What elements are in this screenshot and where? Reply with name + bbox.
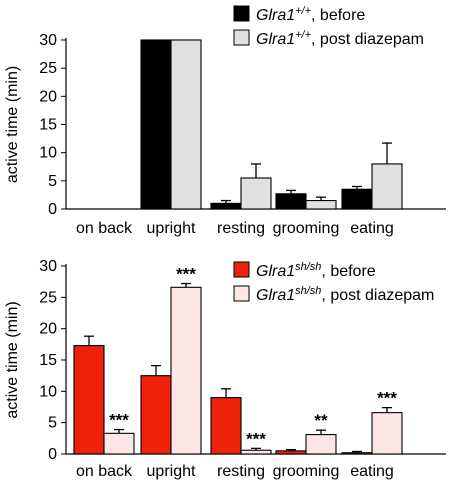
y-tick-label: 0 — [48, 201, 57, 218]
bar — [210, 202, 242, 210]
category-label: eating — [350, 220, 394, 237]
bar — [73, 345, 105, 455]
significance-label: *** — [176, 265, 196, 284]
y-tick-label: 30 — [39, 258, 57, 275]
y-tick-label: 25 — [39, 60, 57, 77]
bar — [305, 200, 337, 210]
y-tick-label: 20 — [39, 88, 57, 105]
significance-label: *** — [109, 411, 129, 430]
y-tick-label: 5 — [48, 173, 57, 190]
category-label: on back — [76, 220, 133, 237]
legend-swatch — [233, 5, 250, 22]
category-label: resting — [217, 220, 265, 237]
significance-label: *** — [246, 429, 266, 448]
y-tick-label: 10 — [39, 145, 57, 162]
bar — [140, 39, 172, 210]
category-label: upright — [147, 463, 196, 480]
legend-swatch — [233, 29, 250, 46]
bar — [371, 163, 403, 210]
category-label: grooming — [273, 463, 340, 480]
y-tick-label: 25 — [39, 289, 57, 306]
significance-label: *** — [377, 389, 397, 408]
category-label: eating — [350, 463, 394, 480]
category-label: on back — [76, 463, 133, 480]
legend-swatch — [233, 285, 250, 302]
bar — [240, 177, 272, 210]
y-tick-label: 10 — [39, 383, 57, 400]
bar — [170, 39, 202, 210]
bar — [341, 188, 373, 210]
y-tick-label: 0 — [48, 446, 57, 463]
bar — [140, 375, 172, 455]
y-tick-label: 5 — [48, 415, 57, 432]
category-label: upright — [147, 220, 196, 237]
y-axis-label: active time (min) — [4, 66, 21, 183]
category-label: grooming — [273, 220, 340, 237]
bar — [305, 434, 337, 455]
bar — [275, 450, 307, 455]
significance-label: ** — [314, 411, 328, 430]
category-label: resting — [217, 463, 265, 480]
legend-entry: Glra1sh/sh, before — [256, 261, 376, 280]
chart-panel-top: 0 5 10 15 20 25 30 active time (min) on back upri… — [4, 5, 446, 237]
legend-swatch — [233, 261, 250, 278]
y-tick-label: 15 — [39, 352, 57, 369]
legend-entry: Glra1sh/sh, post diazepam — [256, 285, 434, 304]
legend-entry: Glra1+/+, post diazepam — [256, 29, 424, 48]
bar — [240, 449, 272, 455]
bar — [371, 412, 403, 455]
legend-entry: Glra1+/+, before — [256, 5, 365, 24]
y-axis-label: active time (min) — [4, 301, 21, 418]
y-tick-label: 30 — [39, 32, 57, 49]
bar — [275, 193, 307, 210]
bar — [341, 452, 373, 455]
y-tick-label: 15 — [39, 117, 57, 134]
bar — [170, 286, 202, 455]
y-tick-label: 20 — [39, 321, 57, 338]
bar — [103, 432, 135, 455]
chart-panel-bottom: 0 5 10 15 20 25 30 active time (min) *** on back *… — [4, 258, 446, 480]
bar — [210, 397, 242, 455]
